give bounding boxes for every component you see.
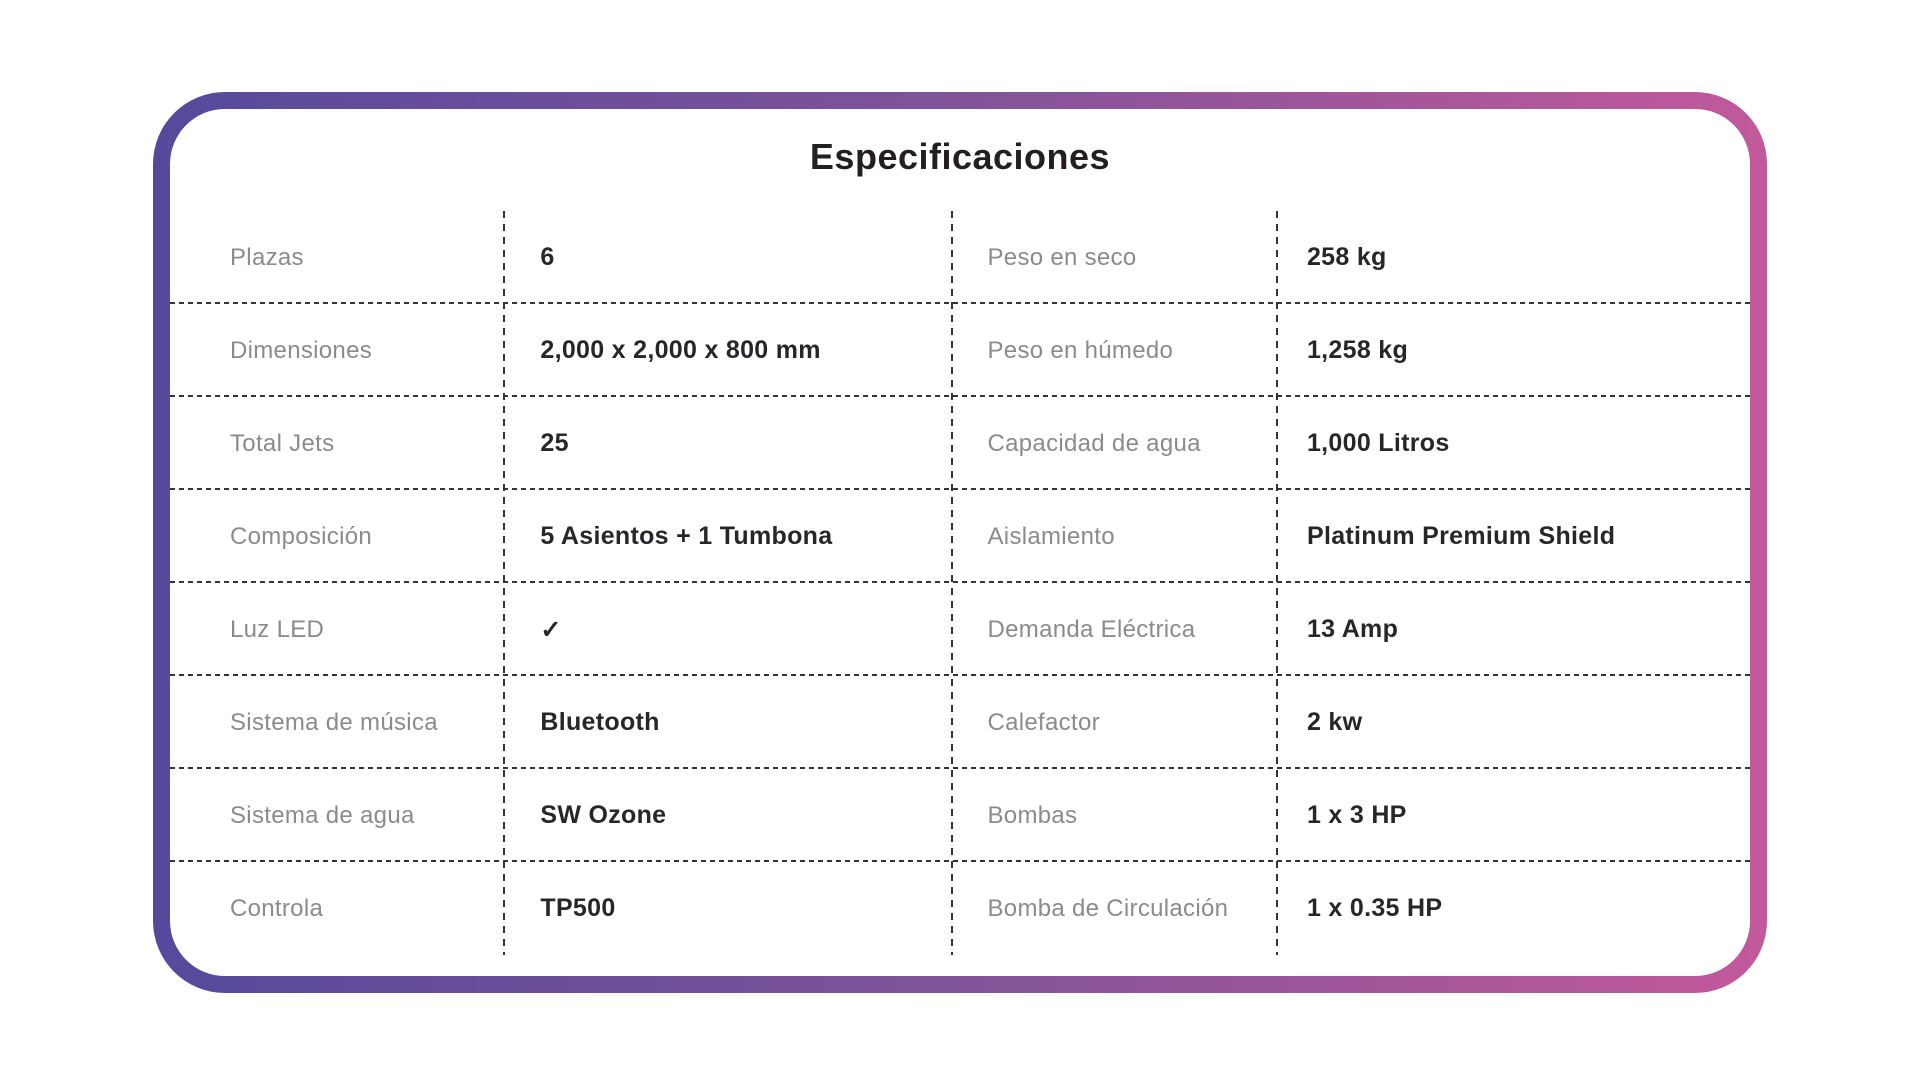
spec-label-right: Peso en húmedo <box>987 336 1174 364</box>
spec-value-right: 1 x 3 HP <box>1306 801 1407 829</box>
spec-label-left: Luz LED <box>230 615 325 643</box>
spec-row: Sistema de música Bluetooth Calefactor 2… <box>170 676 1750 769</box>
spec-row: Controla TP500 Bomba de Circulación 1 x … <box>170 862 1750 955</box>
spec-value-right: 13 Amp <box>1306 615 1399 643</box>
spec-value-right: 1 x 0.35 HP <box>1306 894 1443 922</box>
spec-value-right: 2 kw <box>1306 708 1363 736</box>
spec-table: Plazas 6 Peso en seco 258 kg Dimensiones… <box>170 211 1750 955</box>
spec-row: Plazas 6 Peso en seco 258 kg <box>170 211 1750 304</box>
spec-label-right: Demanda Eléctrica <box>987 615 1196 643</box>
spec-label-left: Total Jets <box>230 429 335 457</box>
spec-card-title: Especificaciones <box>809 136 1111 177</box>
spec-label-right: Calefactor <box>987 708 1100 736</box>
spec-label-right: Bombas <box>987 801 1078 829</box>
spec-label-left: Sistema de agua <box>230 801 415 829</box>
spec-row: Composición 5 Asientos + 1 Tumbona Aisla… <box>170 490 1750 583</box>
spec-row: Dimensiones 2,000 x 2,000 x 800 mm Peso … <box>170 304 1750 397</box>
spec-row: Luz LED ✓ Demanda Eléctrica 13 Amp <box>170 583 1750 676</box>
spec-value-right: 1,258 kg <box>1306 336 1409 364</box>
spec-label-right: Aislamiento <box>987 522 1115 550</box>
spec-card: Especificaciones Plazas 6 Peso en seco 2… <box>170 109 1750 976</box>
spec-value-right: Platinum Premium Shield <box>1306 522 1616 550</box>
spec-row: Sistema de agua SW Ozone Bombas 1 x 3 HP <box>170 769 1750 862</box>
spec-value-left: 2,000 x 2,000 x 800 mm <box>540 336 821 364</box>
spec-label-right: Peso en seco <box>987 243 1137 271</box>
spec-value-left: SW Ozone <box>540 801 667 829</box>
spec-label-left: Composición <box>230 522 373 550</box>
spec-label-left: Sistema de música <box>230 708 438 736</box>
spec-card-gradient-border: Especificaciones Plazas 6 Peso en seco 2… <box>153 92 1767 993</box>
spec-value-left: Bluetooth <box>540 708 660 736</box>
spec-value-left: TP500 <box>540 894 616 922</box>
spec-label-left: Plazas <box>230 243 304 271</box>
column-divider-left <box>503 211 506 955</box>
spec-value-right: 258 kg <box>1306 243 1387 271</box>
checkmark-icon: ✓ <box>540 615 562 644</box>
column-divider-right <box>1276 211 1278 955</box>
column-divider-middle <box>950 211 953 955</box>
spec-label-right: Capacidad de agua <box>987 429 1201 457</box>
spec-label-left: Dimensiones <box>230 336 373 364</box>
spec-value-left: 6 <box>540 243 555 271</box>
spec-value-left: 25 <box>540 429 569 457</box>
spec-label-right: Bomba de Circulación <box>987 894 1229 922</box>
spec-value-right: 1,000 Litros <box>1306 429 1450 457</box>
spec-label-left: Controla <box>230 894 324 922</box>
spec-row: Total Jets 25 Capacidad de agua 1,000 Li… <box>170 397 1750 490</box>
spec-value-left: 5 Asientos + 1 Tumbona <box>540 522 833 550</box>
